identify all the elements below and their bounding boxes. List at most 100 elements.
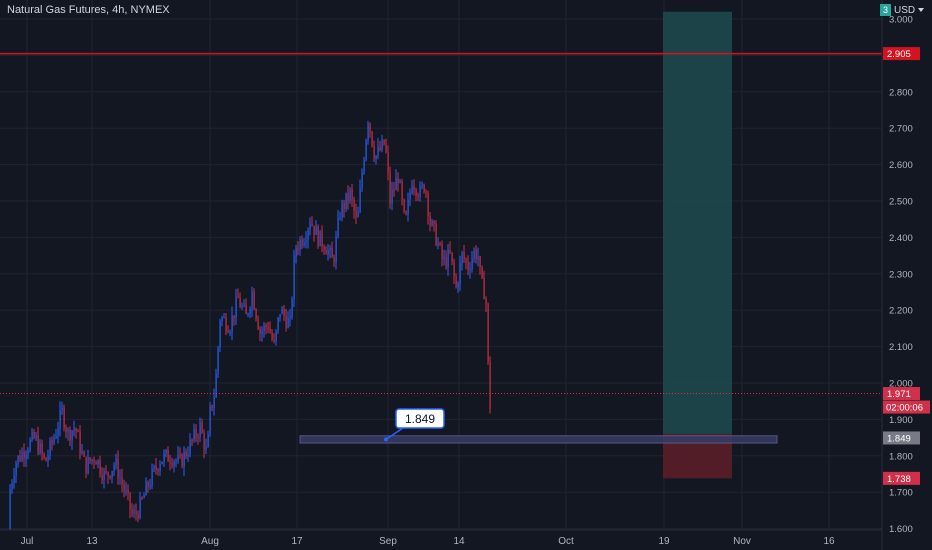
candle-body: [417, 195, 419, 197]
candle-body: [371, 131, 373, 147]
candle-body: [347, 192, 349, 201]
candle-body: [169, 461, 171, 463]
candle-body: [315, 226, 317, 235]
candle-body: [383, 139, 385, 145]
chevron-down-icon: [918, 8, 925, 12]
candle-body: [79, 431, 81, 453]
candle-body: [373, 146, 375, 159]
candle-body: [447, 249, 449, 268]
candle-body: [453, 261, 455, 276]
candle-body: [247, 313, 249, 315]
candle-body: [191, 439, 193, 441]
candle-body: [289, 316, 291, 319]
price-tick-label: 2.100: [889, 342, 913, 353]
candle-body: [429, 215, 431, 226]
candle-body: [235, 296, 237, 319]
candle-body: [229, 332, 231, 334]
candle-body: [425, 191, 427, 193]
candle-body: [415, 189, 417, 196]
candle-body: [13, 475, 15, 484]
resistance-price-label: 2.905: [887, 49, 911, 60]
candle-body: [77, 431, 79, 433]
candle-body: [111, 471, 113, 478]
candle-body: [277, 317, 279, 331]
candle-body: [17, 455, 19, 464]
candle-body: [43, 453, 45, 458]
candle-body: [31, 432, 33, 440]
candle-body: [243, 304, 245, 307]
candle-body: [203, 432, 205, 450]
candle-body: [143, 495, 145, 499]
candle-body: [273, 339, 275, 342]
candle-body: [321, 230, 323, 247]
candle-series: [9, 120, 491, 530]
time-tick-label: 13: [86, 536, 98, 547]
candle-body: [61, 407, 63, 410]
currency-selector[interactable]: 3 USD: [880, 4, 925, 16]
candle-body: [351, 188, 353, 200]
candle-body: [407, 199, 409, 215]
time-axis[interactable]: Jul 13 Aug 17 Sep 14 Oct 19 Nov 16: [0, 529, 882, 547]
time-tick-label: 17: [291, 536, 303, 547]
candle-body: [475, 249, 477, 260]
target-zone: [663, 11, 732, 434]
candle-body: [359, 188, 361, 213]
candle-body: [341, 202, 343, 218]
candle-body: [209, 405, 211, 435]
countdown-tag: [883, 400, 930, 414]
candle-body: [15, 463, 17, 476]
candle-body: [65, 428, 67, 432]
candle-body: [161, 461, 163, 464]
candle-body: [205, 447, 207, 450]
candle-body: [323, 246, 325, 251]
candle-body: [419, 186, 421, 197]
candle-body: [263, 325, 265, 331]
candle-body: [267, 327, 269, 330]
candle-body: [355, 211, 357, 218]
price-axis[interactable]: 1.600 1.700 1.800 1.900 2.000 2.100 2.200 2.300…: [881, 0, 930, 550]
candle-body: [335, 236, 337, 263]
candle-body: [353, 199, 355, 212]
candle-body: [399, 181, 401, 183]
candle-body: [299, 239, 301, 250]
candle-body: [37, 435, 39, 453]
candle-body: [145, 482, 147, 496]
candle-body: [411, 186, 413, 194]
price-tick-label: 1.900: [889, 415, 913, 426]
candle-body: [25, 454, 27, 459]
demand-zone: [299, 435, 778, 444]
candle-body: [307, 229, 309, 240]
candle-body: [395, 178, 397, 191]
candle-body: [101, 473, 103, 481]
candle-body: [21, 451, 23, 461]
candle-body: [473, 249, 475, 259]
candle-body: [95, 461, 97, 465]
candle-body: [271, 332, 273, 340]
last-price-tag: [883, 387, 920, 401]
candle-body: [35, 435, 37, 438]
candle-body: [389, 172, 391, 204]
candle-body: [227, 330, 229, 333]
time-tick-label: Nov: [733, 536, 751, 547]
candle-body: [47, 455, 49, 462]
candle-body: [193, 429, 195, 440]
stop-price-tag: [883, 471, 920, 485]
candle-body: [249, 308, 251, 314]
candle-body: [155, 466, 157, 470]
candle-body: [313, 225, 315, 235]
price-tick-label: 1.800: [889, 451, 913, 462]
candle-body: [63, 407, 65, 429]
resistance-price-tag: [883, 47, 920, 61]
candle-body: [129, 492, 131, 510]
demand-price-tag: [883, 431, 920, 445]
candle-body: [73, 428, 75, 431]
candle-body: [397, 178, 399, 183]
candle-body: [207, 434, 209, 448]
price-tick-label: 2.300: [889, 269, 913, 280]
candle-body: [377, 146, 379, 156]
time-tick-label: 14: [453, 536, 465, 547]
candle-body: [469, 268, 471, 271]
candle-body: [211, 405, 213, 409]
candle-body: [387, 151, 389, 173]
